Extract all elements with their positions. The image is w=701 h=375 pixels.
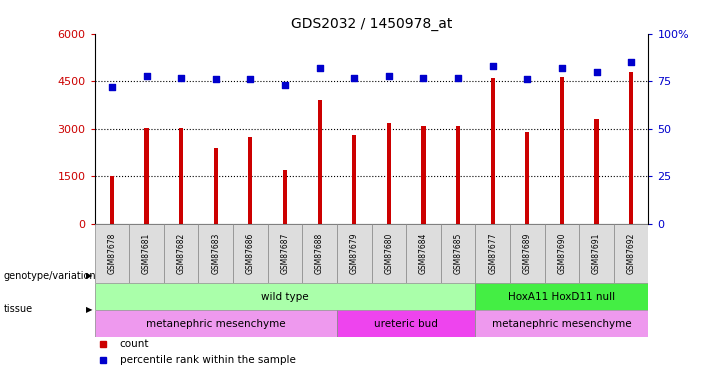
- Text: GSM87687: GSM87687: [280, 233, 290, 274]
- Bar: [441, 224, 475, 284]
- Text: GSM87681: GSM87681: [142, 233, 151, 274]
- Text: GSM87686: GSM87686: [246, 233, 255, 274]
- Bar: [318, 100, 322, 224]
- Point: [452, 75, 463, 81]
- Point: [210, 76, 222, 82]
- Bar: [283, 170, 287, 224]
- Bar: [337, 310, 475, 337]
- Bar: [129, 224, 164, 284]
- Bar: [614, 224, 648, 284]
- Bar: [510, 224, 545, 284]
- Bar: [268, 224, 302, 284]
- Point: [487, 63, 498, 69]
- Point: [107, 84, 118, 90]
- Bar: [545, 224, 579, 284]
- Bar: [337, 224, 372, 284]
- Text: GSM87690: GSM87690: [557, 233, 566, 274]
- Text: tissue: tissue: [4, 304, 33, 314]
- Bar: [248, 137, 252, 224]
- Bar: [95, 284, 475, 310]
- Bar: [110, 177, 114, 224]
- Point: [522, 76, 533, 82]
- Text: GSM87691: GSM87691: [592, 233, 601, 274]
- Bar: [179, 128, 183, 224]
- Bar: [579, 224, 614, 284]
- Text: wild type: wild type: [261, 292, 309, 302]
- Text: genotype/variation: genotype/variation: [4, 271, 96, 280]
- Bar: [302, 224, 337, 284]
- Bar: [352, 135, 356, 224]
- Text: GSM87679: GSM87679: [350, 233, 359, 274]
- Point: [591, 69, 602, 75]
- Bar: [95, 310, 337, 337]
- Point: [280, 82, 291, 88]
- Text: GSM87682: GSM87682: [177, 233, 186, 274]
- Text: GSM87677: GSM87677: [488, 233, 497, 274]
- Bar: [491, 78, 495, 224]
- Text: ureteric bud: ureteric bud: [374, 319, 438, 328]
- Bar: [475, 284, 648, 310]
- Bar: [214, 148, 218, 224]
- Text: GSM87678: GSM87678: [107, 233, 116, 274]
- Text: GSM87683: GSM87683: [211, 233, 220, 274]
- Bar: [421, 126, 426, 224]
- Bar: [525, 132, 529, 224]
- Text: metanephric mesenchyme: metanephric mesenchyme: [146, 319, 285, 328]
- Text: ▶: ▶: [86, 271, 92, 280]
- Text: GSM87685: GSM87685: [454, 233, 463, 274]
- Point: [625, 59, 637, 65]
- Text: metanephric mesenchyme: metanephric mesenchyme: [492, 319, 632, 328]
- Point: [314, 65, 325, 71]
- Bar: [560, 76, 564, 224]
- Text: GSM87680: GSM87680: [384, 233, 393, 274]
- Bar: [95, 224, 129, 284]
- Point: [418, 75, 429, 81]
- Bar: [372, 224, 406, 284]
- Text: ▶: ▶: [86, 305, 92, 314]
- Point: [141, 73, 152, 79]
- Bar: [164, 224, 198, 284]
- Text: GSM87689: GSM87689: [523, 233, 532, 274]
- Point: [383, 73, 395, 79]
- Text: HoxA11 HoxD11 null: HoxA11 HoxD11 null: [508, 292, 615, 302]
- Bar: [594, 119, 599, 224]
- Text: GSM87688: GSM87688: [315, 233, 324, 274]
- Bar: [406, 224, 441, 284]
- Bar: [629, 72, 633, 224]
- Bar: [456, 126, 460, 224]
- Text: GSM87684: GSM87684: [419, 233, 428, 274]
- Point: [348, 75, 360, 81]
- Title: GDS2032 / 1450978_at: GDS2032 / 1450978_at: [291, 17, 452, 32]
- Text: percentile rank within the sample: percentile rank within the sample: [120, 355, 295, 365]
- Bar: [144, 128, 149, 224]
- Bar: [387, 123, 391, 224]
- Text: count: count: [120, 339, 149, 349]
- Bar: [475, 310, 648, 337]
- Point: [557, 65, 568, 71]
- Bar: [475, 224, 510, 284]
- Point: [175, 75, 186, 81]
- Bar: [198, 224, 233, 284]
- Text: GSM87692: GSM87692: [627, 233, 636, 274]
- Point: [245, 76, 256, 82]
- Bar: [233, 224, 268, 284]
